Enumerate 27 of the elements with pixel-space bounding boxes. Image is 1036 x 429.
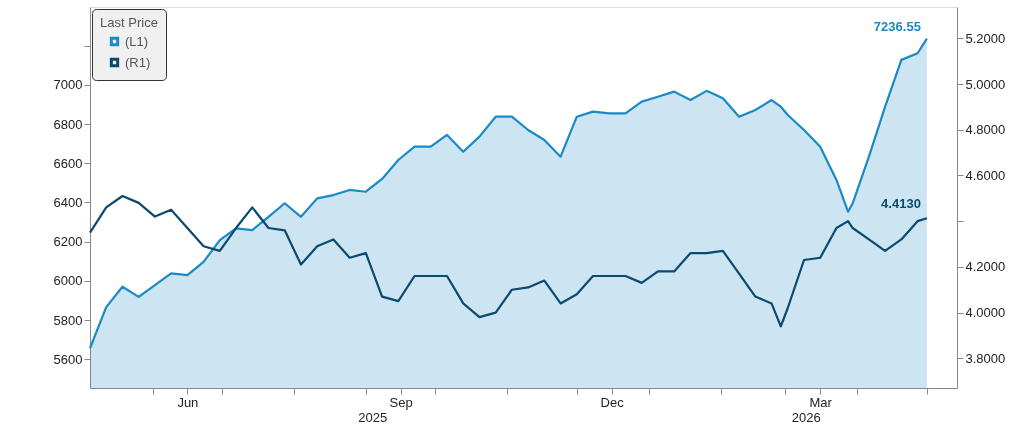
legend-label: (L1)	[125, 33, 149, 49]
x-tick-label: Jun	[177, 394, 199, 410]
y-tick-label: 5600	[53, 351, 83, 367]
data-label: 4.4130	[881, 196, 921, 212]
y-tick-label: 6800	[53, 116, 83, 132]
x2-tick-label: 2025	[358, 410, 388, 425]
y2-tick-label: 5.2000	[965, 30, 1006, 46]
y2-tick-label: 4.2000	[965, 259, 1006, 275]
legend-title: Last Price	[100, 15, 158, 30]
x-tick-label: Sep	[389, 394, 413, 410]
y-tick-label: 6200	[53, 234, 83, 250]
x-tick-label: Dec	[600, 394, 625, 410]
y-tick-label: 6400	[53, 195, 83, 210]
y-tick-label: 5800	[53, 312, 83, 328]
line-series	[88, 194, 928, 328]
x-tick-label: Mar	[809, 394, 833, 410]
y-tick-label: 6600	[53, 155, 83, 171]
y-tick-label: 7000	[53, 77, 83, 93]
legend-label: (R1)	[125, 54, 151, 70]
x2-tick-label: 2026	[791, 410, 821, 425]
y2-tick-label: 3.8000	[965, 350, 1006, 366]
y2-tick-label: 5.0000	[965, 76, 1006, 92]
y2-tick-label: 4.6000	[965, 167, 1006, 183]
data-label: 7236.55	[873, 18, 921, 34]
y2-tick-label: 4.0000	[965, 305, 1006, 321]
y2-tick-label: 4.8000	[965, 122, 1006, 138]
y-tick-label: 6000	[53, 273, 83, 289]
